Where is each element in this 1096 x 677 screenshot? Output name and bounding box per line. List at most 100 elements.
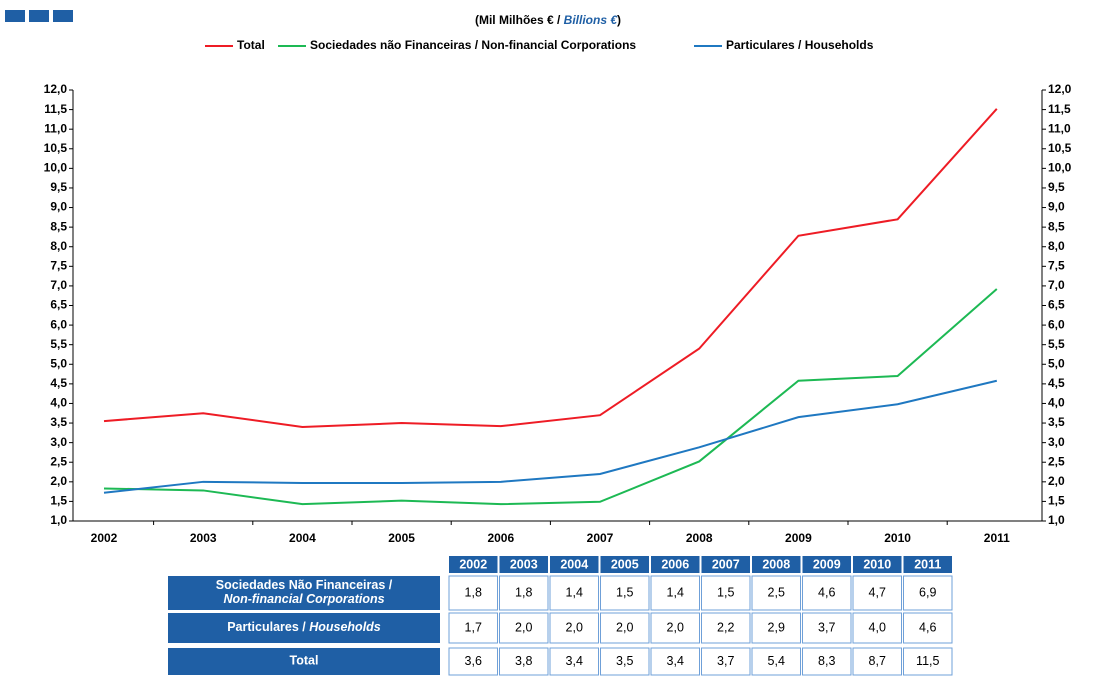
table-row-label: Particulares / Households [227,620,381,634]
subtitle: (Mil Milhões € / Billions €) [475,13,621,27]
table-header: 2010 [863,557,891,571]
y2-tick-label: 6,0 [1048,317,1065,331]
y2-tick-label: 6,5 [1048,298,1065,312]
table-value: 4,6 [818,585,835,599]
y2-tick-label: 8,5 [1048,219,1065,233]
y2-tick-label: 4,5 [1048,376,1065,390]
table-header-cell [752,556,801,573]
table-row-label-cell [168,576,440,610]
y2-tick-label: 8,0 [1048,239,1065,253]
table-value: 3,6 [465,654,482,668]
x-tick-label: 2007 [587,531,614,545]
table-value: 2,0 [515,620,532,634]
table-value: 2,0 [566,620,583,634]
table-value: 3,7 [717,654,734,668]
y-tick-label: 10,5 [44,141,68,155]
table-row-label: Sociedades Não Financeiras / Non-financia… [216,578,393,606]
table-value: 5,4 [768,654,785,668]
table-header: 2007 [712,557,740,571]
table-cell [650,647,700,676]
y-tick-label: 6,0 [50,317,67,331]
table-cell [903,647,953,676]
table-cell [802,647,852,676]
table-row-label: Total [290,654,319,668]
legend-label: Total [237,38,265,52]
y2-tick-label: 9,5 [1048,180,1065,194]
y-tick-label: 9,0 [50,200,67,214]
table-cell [650,575,700,611]
table-cell [701,612,751,644]
row-label-en: Non-financial Corporations [223,592,384,606]
y2-tick-label: 11,0 [1048,121,1071,135]
logo-block [53,10,73,22]
table-cell [802,612,852,644]
y-tick-label: 2,0 [50,474,67,488]
table-value: 1,4 [667,585,684,599]
table-value: 4,7 [869,585,886,599]
y2-tick-label: 2,0 [1048,474,1065,488]
table-cell [600,612,650,644]
y2-tick-label: 10,5 [1048,141,1072,155]
y-tick-label: 9,5 [50,180,67,194]
table-row-label-cell [168,613,440,643]
table-value: 1,5 [616,585,633,599]
x-tick-label: 2011 [984,531,1010,545]
y-tick-label: 11,0 [44,121,67,135]
table-cell [751,612,801,644]
table-value: 1,8 [515,585,532,599]
table-header: 2009 [813,557,841,571]
table-cell [600,647,650,676]
y-tick-label: 8,0 [50,239,67,253]
table-value: 4,6 [919,620,936,634]
table-cell [549,612,599,644]
y-tick-label: 6,5 [50,298,67,312]
x-tick-label: 2005 [388,531,415,545]
table-header: 2008 [762,557,790,571]
table-header: 2004 [560,557,588,571]
table-header-cell [853,556,902,573]
logo-block [29,10,49,22]
row-label-part: Households [309,620,381,634]
table-cell [903,612,953,644]
y2-tick-label: 9,0 [1048,200,1065,214]
table-header-cell [449,556,498,573]
table-cell [751,575,801,611]
x-tick-label: 2010 [884,531,911,545]
y2-tick-label: 7,5 [1048,258,1065,272]
legend-label: Sociedades não Financeiras / Non-financi… [310,38,636,52]
table-header: 2002 [459,557,487,571]
table-cell [701,647,751,676]
table-header-cell [499,556,548,573]
y2-tick-label: 5,5 [1048,337,1065,351]
row-label-part: Particulares / [227,620,309,634]
y-tick-label: 5,5 [50,337,67,351]
table-cell [448,612,498,644]
table-cell [751,647,801,676]
y-tick-label: 3,0 [50,435,67,449]
y2-tick-label: 10,0 [1048,161,1072,175]
table-value: 3,7 [818,620,835,634]
table-value: 2,0 [616,620,633,634]
table-cell [852,647,902,676]
y-tick-label: 4,5 [50,376,67,390]
table-header-cell [651,556,700,573]
table-value: 2,9 [768,620,785,634]
subtitle-end: ) [617,13,621,27]
table-value: 6,9 [919,585,936,599]
series-line [103,379,998,494]
table-cell [600,575,650,611]
y-tick-label: 10,0 [44,161,68,175]
x-tick-label: 2004 [289,531,316,545]
y2-tick-label: 7,0 [1048,278,1065,292]
y2-tick-label: 1,0 [1048,513,1065,527]
table-cell [802,575,852,611]
y-tick-label: 11,5 [44,102,67,116]
table-value: 3,5 [616,654,633,668]
x-tick-label: 2002 [91,531,118,545]
y2-tick-label: 5,0 [1048,356,1065,370]
table-value: 11,5 [916,654,939,668]
table-value: 8,3 [818,654,835,668]
table-cell [852,575,902,611]
y-tick-label: 7,0 [50,278,67,292]
